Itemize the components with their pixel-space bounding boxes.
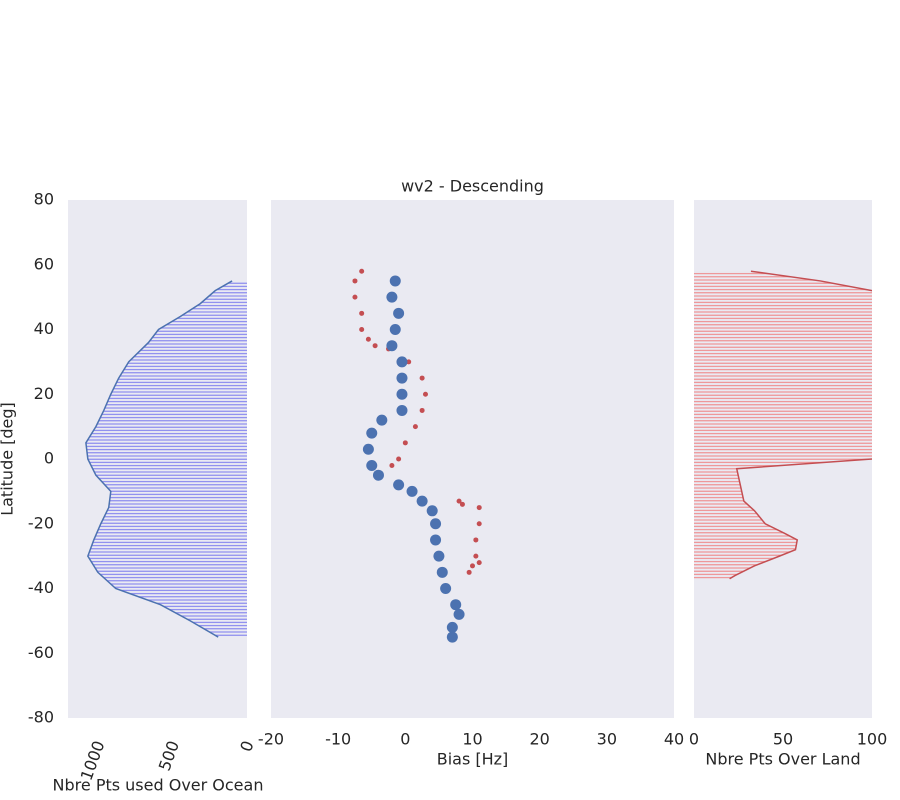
point (396, 388, 408, 400)
y-tick-label: 80 (34, 190, 54, 209)
plot-background (271, 200, 674, 718)
chart-title: wv2 - Descending (401, 177, 544, 196)
point (389, 324, 401, 335)
x-tick-label: 30 (597, 730, 617, 749)
x-tick-label: 100 (857, 730, 888, 749)
y-tick-label: -40 (28, 578, 54, 597)
point (359, 327, 365, 332)
point (386, 291, 398, 303)
plot-area (85, 280, 247, 638)
y-axis-label: Latitude [deg] (0, 402, 17, 516)
x-tick-label: 50 (773, 730, 793, 749)
point (366, 427, 378, 439)
point (470, 563, 475, 569)
point (402, 440, 408, 446)
y-tick-label: 20 (34, 384, 54, 403)
x-tick-label: 40 (664, 730, 684, 749)
point (396, 456, 402, 462)
point (419, 375, 425, 381)
point (372, 469, 384, 481)
x-axis-label: Nbre Pts used Over Ocean (53, 776, 264, 795)
y-tick-label: -20 (28, 513, 54, 532)
point (436, 566, 448, 578)
point (352, 278, 358, 284)
point (406, 359, 412, 365)
x-tick-label: 0 (400, 730, 410, 749)
point (359, 310, 365, 316)
point (476, 560, 482, 566)
point (366, 459, 378, 471)
point (406, 485, 418, 497)
point (396, 372, 408, 384)
point (450, 599, 462, 611)
x-tick-label: 10 (462, 730, 482, 749)
point (372, 343, 378, 349)
point (466, 569, 472, 575)
y-tick-label: 0 (44, 449, 54, 468)
point (389, 275, 401, 287)
y-tick-label: -80 (28, 708, 54, 727)
point (412, 424, 418, 430)
x-tick-label: 20 (529, 730, 549, 749)
point (416, 495, 428, 507)
area-fill (85, 280, 247, 638)
point (359, 268, 365, 274)
area-fill (694, 271, 872, 579)
x-tick-label: -10 (325, 730, 351, 749)
x-axis-label: Bias [Hz] (437, 750, 509, 769)
y-tick-label: 60 (34, 254, 54, 273)
point (430, 534, 442, 546)
plot-area (694, 270, 872, 580)
point (473, 537, 479, 543)
point (396, 404, 408, 416)
point (396, 356, 408, 368)
point (426, 505, 438, 517)
x-tick-label: 0 (236, 738, 257, 754)
point (362, 443, 374, 455)
point (473, 553, 479, 559)
point (456, 498, 462, 504)
point (440, 583, 452, 594)
point (433, 550, 445, 562)
point (393, 307, 405, 319)
point (422, 391, 428, 397)
x-tick-label: 500 (155, 738, 183, 773)
point (376, 414, 388, 426)
x-tick-label: -20 (258, 730, 284, 749)
point (476, 505, 482, 511)
point (389, 462, 395, 468)
point (476, 521, 482, 527)
point (352, 294, 358, 300)
point (446, 621, 458, 633)
y-tick-label: 40 (34, 319, 54, 338)
point (419, 407, 425, 413)
point (430, 518, 442, 530)
point (459, 501, 465, 507)
area-line (729, 270, 872, 580)
point (393, 479, 405, 491)
point (446, 631, 458, 643)
point (453, 608, 465, 620)
point (386, 340, 398, 352)
area-line (85, 280, 233, 638)
x-tick-label: 0 (689, 730, 699, 749)
x-axis-label: Nbre Pts Over Land (705, 750, 860, 769)
plot-area (352, 268, 482, 643)
point (365, 336, 371, 342)
y-tick-label: -60 (28, 643, 54, 662)
